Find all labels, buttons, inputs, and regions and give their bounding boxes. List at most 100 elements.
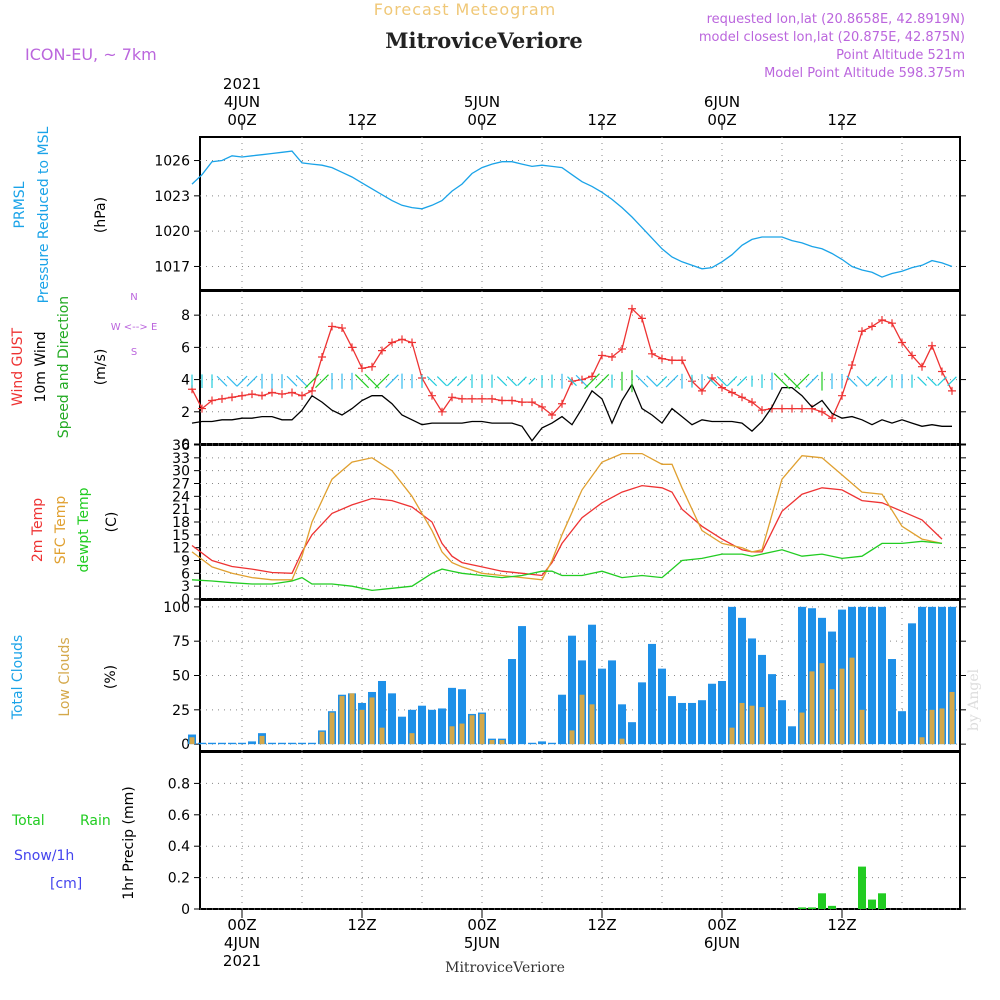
wind-direction-arrow [354, 374, 370, 389]
total-cloud-bar [438, 708, 446, 745]
gust-marker [208, 396, 216, 405]
total-cloud-bar [668, 696, 676, 745]
gust-marker [938, 367, 946, 376]
wind-direction-arrow [665, 374, 679, 388]
total-cloud-bar [788, 726, 796, 745]
gust-marker [278, 390, 286, 399]
y-tick-label: 0 [181, 737, 190, 753]
wind-direction-arrow [584, 373, 600, 390]
y-tick-label: 0 [181, 592, 190, 608]
precip-label-rain: Rain [80, 813, 111, 829]
gust-marker [918, 362, 926, 371]
total-cloud-bar [778, 700, 786, 745]
pressure-labels: PRMSL Pressure Reduced to MSL (hPa) [12, 126, 109, 303]
precip-label-snow: Snow/1h [14, 848, 74, 864]
total-cloud-bar [238, 742, 246, 745]
y-tick-label: 3 [181, 579, 190, 595]
wind-label-gust: Wind GUST [10, 327, 26, 406]
total-cloud-bar [938, 606, 946, 745]
gust-marker [898, 338, 906, 347]
total-cloud-bar [448, 687, 456, 745]
low-cloud-bar [409, 733, 415, 745]
precip-labels: Total Rain Snow/1h [cm] 1hr Precip (mm) [11, 786, 137, 899]
gust-marker [428, 391, 436, 400]
y-tick-label: 18 [172, 515, 190, 531]
total-cloud-bar [198, 742, 206, 745]
wind-direction-arrow [567, 376, 577, 387]
closest-coords: model closest lon,lat (20.875E, 42.875N) [699, 30, 965, 45]
wind-direction-arrow [315, 374, 329, 389]
x-tick-label-top: 5JUN [464, 93, 500, 111]
gust-marker [488, 394, 496, 403]
wind-direction-arrow [385, 374, 399, 388]
total-cloud-bar [768, 674, 776, 745]
temp-label-2m: 2m Temp [30, 498, 46, 562]
gust-marker [668, 356, 676, 365]
wind-direction-arrow [846, 375, 858, 387]
gust-marker [558, 399, 566, 408]
wind-direction-arrow [236, 375, 248, 387]
total-cloud-bar [248, 741, 256, 745]
x-tick-label-top: 12Z [587, 111, 616, 129]
low-cloud-bar [189, 737, 195, 745]
gust-marker [468, 394, 476, 403]
precip-label-cm: [cm] [50, 876, 82, 892]
gust-marker [298, 391, 306, 400]
gust-marker [848, 361, 856, 370]
gust-marker [318, 353, 326, 362]
wind-direction-arrow [456, 376, 468, 387]
gust-marker [818, 407, 826, 416]
y-tick-label: 50 [172, 669, 190, 685]
wind-direction-arrow [856, 375, 868, 387]
wind-direction-arrow [876, 375, 888, 387]
pressure-label-msl: Pressure Reduced to MSL [36, 126, 52, 303]
gust-marker [518, 398, 526, 407]
total-cloud-bar [928, 606, 936, 745]
temp-label-dewpt: dewpt Temp [76, 487, 92, 572]
wind-direction-arrow [528, 377, 536, 385]
y-tick-label: 0 [181, 437, 190, 453]
gust-marker [538, 402, 546, 411]
wind-direction-arrow [506, 376, 518, 387]
total-cloud-bar [508, 659, 516, 745]
gust-marker [448, 393, 456, 402]
y-tick-label: 24 [172, 489, 190, 505]
wind-label-unit: (m/s) [93, 349, 109, 386]
wind-direction-arrow [656, 376, 668, 387]
low-cloud-bar [479, 713, 485, 745]
rain-bar [878, 893, 886, 909]
compass-s: S [131, 347, 137, 358]
total-cloud-bar [378, 680, 386, 745]
x-tick-label-bottom: 12Z [347, 916, 376, 934]
compass-n: N [130, 292, 137, 303]
gust-marker [528, 398, 536, 407]
gust-marker [458, 394, 466, 403]
total-cloud-bar [518, 626, 526, 745]
gust-marker [618, 344, 626, 353]
total-cloud-bar [678, 702, 686, 745]
total-cloud-bar [658, 668, 666, 745]
temp-labels: 2m Temp SFC Temp dewpt Temp (C) [30, 487, 120, 572]
gust-marker [508, 396, 516, 405]
total-cloud-bar [398, 716, 406, 745]
precip-label-total: Total [11, 813, 45, 829]
gust-marker [808, 404, 816, 413]
gust-marker [658, 354, 666, 363]
y-tick-label: 1023 [154, 189, 190, 205]
total-cloud-bar [868, 606, 876, 745]
gust-marker [398, 335, 406, 344]
total-cloud-bar [588, 624, 596, 745]
wind-direction-arrow [517, 376, 527, 386]
panel-frame-pressure [199, 136, 961, 291]
gust-marker [348, 343, 356, 352]
wind-direction-arrow [783, 372, 801, 390]
wind-direction-arrow [773, 372, 791, 390]
x-tick-label-bottom: 6JUN [704, 934, 740, 952]
low-cloud-bar [829, 689, 835, 745]
wind-labels: Wind GUST 10m Wind Speed and Direction (… [10, 292, 157, 438]
total-cloud-bar [528, 742, 536, 745]
low-cloud-bar [949, 691, 955, 745]
y-tick-label: 30 [172, 464, 190, 480]
gust-marker [788, 404, 796, 413]
gust-marker [258, 391, 266, 400]
